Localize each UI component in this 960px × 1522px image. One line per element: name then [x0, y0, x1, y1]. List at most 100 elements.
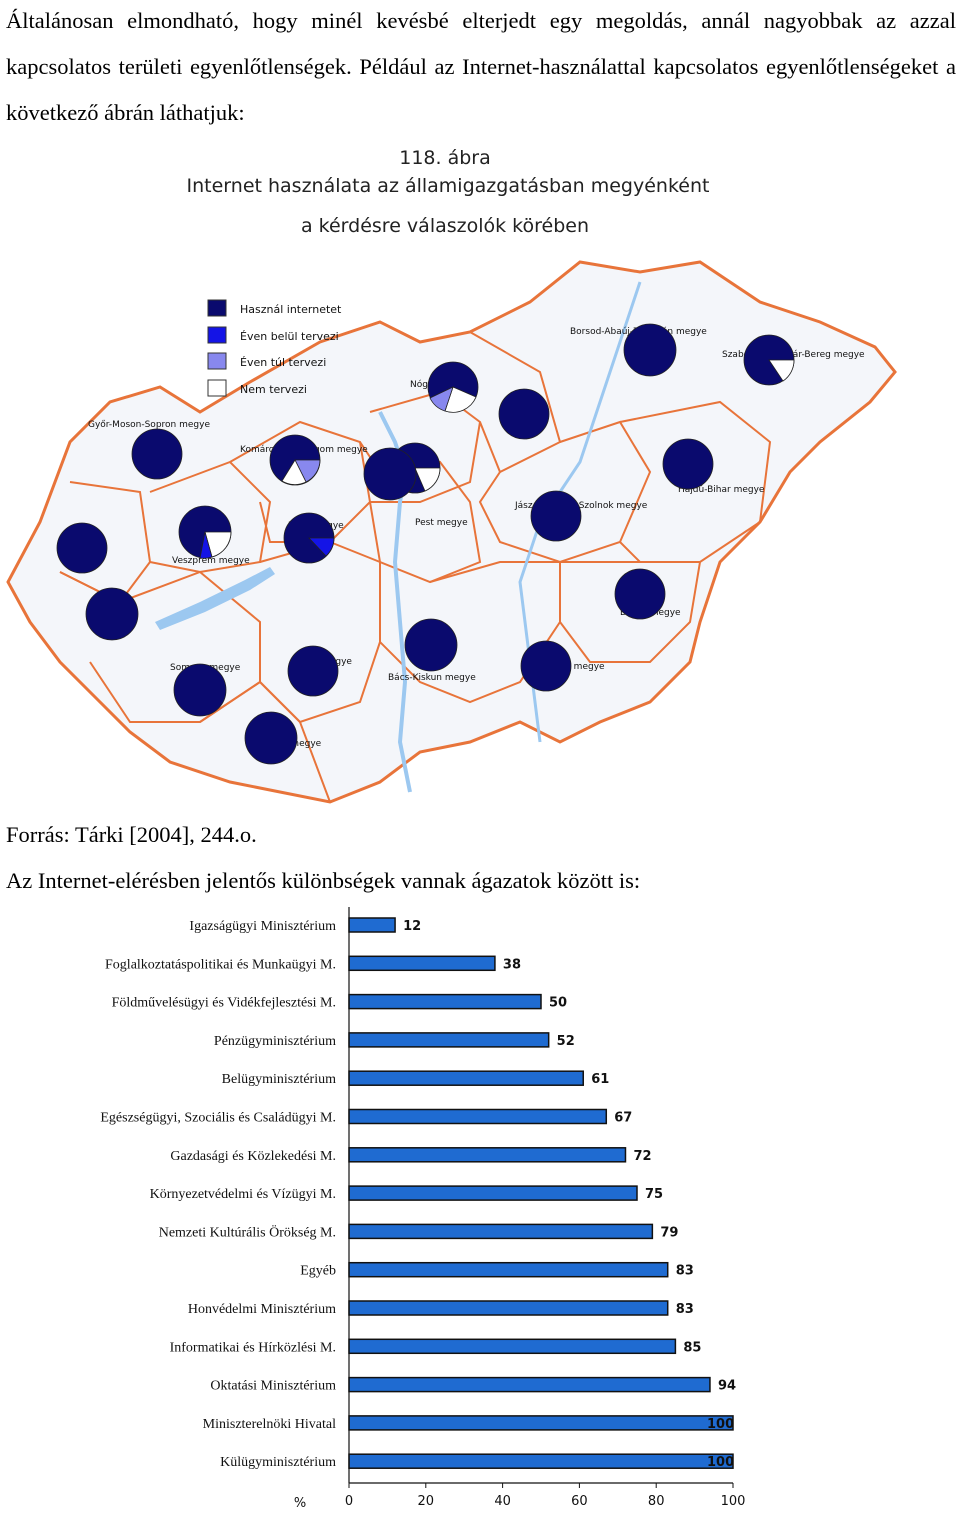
x-tick-label: 0 [345, 1494, 353, 1509]
x-tick-label: 20 [418, 1494, 435, 1509]
x-tick-label: 60 [571, 1494, 588, 1509]
value-label: 100 [707, 1455, 734, 1470]
bar [348, 1300, 669, 1316]
county-pies [56, 323, 795, 765]
pie-tolna [287, 645, 339, 697]
bar [348, 1261, 669, 1278]
x-tick-label: 100 [721, 1494, 746, 1509]
pie-zala [56, 522, 108, 574]
legend-swatch-4 [207, 379, 227, 397]
bar [348, 1108, 608, 1125]
bar [348, 1147, 627, 1163]
value-label: 61 [591, 1072, 609, 1087]
category-label: Igazságügyi Minisztérium [189, 919, 336, 934]
category-label: Pénzügyminisztérium [214, 1034, 336, 1049]
x-axis-label: % [294, 1496, 306, 1511]
county-label-bacs: Bács-Kiskun megye [388, 673, 476, 683]
category-label: Egészségügyi, Szociális és Családügyi M. [100, 1111, 336, 1126]
legend-swatch-3 [207, 352, 227, 370]
pie-veszprem [178, 505, 232, 559]
pie-nograd [427, 361, 479, 413]
pie-budapest [363, 447, 417, 501]
country-outline [6, 260, 897, 804]
legend-label-1: Használ internetet [240, 303, 342, 316]
map-legend: Használ internetet Éven belül tervezi Év… [207, 299, 342, 397]
legend-swatch-2 [207, 326, 227, 344]
bar [348, 1032, 550, 1048]
pie-bacs [404, 618, 458, 672]
category-label: Környezetvédelmi és Vízügyi M. [150, 1187, 336, 1202]
value-label: 100 [707, 1417, 734, 1432]
county-label-gyor: Győr-Moson-Sopron megye [88, 420, 210, 430]
bar [348, 1338, 677, 1355]
value-label: 85 [683, 1340, 701, 1355]
map-title: Internet használata az államigazgatásban… [187, 175, 710, 197]
value-label: 12 [403, 919, 421, 934]
value-label: 94 [718, 1379, 736, 1394]
bar [348, 1070, 584, 1086]
bar [348, 1376, 711, 1393]
map-figure-number: 118. ábra [399, 147, 491, 169]
category-label: Nemzeti Kultúrális Örökség M. [159, 1223, 336, 1240]
category-label: Foglalkoztatáspolitikai és Munkaügyi M. [105, 957, 336, 972]
county-label-pest: Pest megye [415, 518, 468, 528]
pie-bekes [614, 568, 666, 620]
bar [348, 1453, 734, 1469]
value-label: 79 [660, 1225, 678, 1240]
pie-gyor [131, 428, 183, 480]
category-label: Gazdasági és Közlekedési M. [170, 1149, 336, 1164]
value-label: 52 [557, 1034, 575, 1049]
intro-paragraph: Általánosan elmondható, hogy minél kevés… [6, 8, 956, 125]
legend-label-3: Éven túl tervezi [240, 356, 326, 369]
value-label: 72 [633, 1149, 651, 1164]
category-label: Földművelésügyi és Vidékfejlesztési M. [112, 996, 336, 1011]
legend-swatch-1 [207, 299, 227, 317]
value-label: 83 [676, 1302, 694, 1317]
category-label: Egyéb [300, 1264, 336, 1279]
bar [348, 1223, 654, 1240]
value-label: 75 [645, 1187, 663, 1202]
bar [348, 917, 396, 933]
category-label: Miniszterelnöki Hivatal [203, 1417, 336, 1432]
legend-label-4: Nem tervezi [240, 383, 307, 396]
bars-layer: Igazságügyi Minisztérium 12 Foglalkoztatás… [100, 917, 736, 1470]
pie-hajdu [662, 438, 714, 490]
bar [348, 955, 496, 972]
value-label: 50 [549, 996, 567, 1011]
pie-somogy [173, 663, 227, 717]
value-label: 38 [503, 957, 521, 972]
x-axis: 0 20 40 60 80 100 [345, 907, 746, 1509]
map-subtitle: a kérdésre válaszolók körében [301, 215, 589, 237]
value-label: 67 [614, 1111, 632, 1126]
pie-csongrad [520, 640, 572, 692]
x-tick-label: 40 [494, 1494, 511, 1509]
county-label-veszprem: Veszprém megye [172, 555, 250, 566]
x-tick-label: 80 [648, 1494, 665, 1509]
category-label: Belügyminisztérium [222, 1072, 336, 1087]
pie-szabolcs [743, 334, 795, 386]
county-internet-map: 118. ábra Internet használata az államig… [6, 147, 897, 804]
pie-vas [85, 587, 139, 641]
source-line: Forrás: Tárki [2004], 244.o. [6, 822, 257, 847]
pie-heves [498, 388, 550, 440]
value-label: 83 [676, 1264, 694, 1279]
sector-intro-paragraph: Az Internet-elérésben jelentős különbség… [6, 868, 641, 893]
pie-fejer [283, 512, 335, 564]
category-label: Külügyminisztérium [220, 1455, 336, 1470]
pie-baranya [244, 711, 298, 765]
category-label: Informatikai és Hírközlési M. [170, 1340, 336, 1355]
category-label: Oktatási Minisztérium [210, 1379, 336, 1394]
category-label: Honvédelmi Minisztérium [188, 1302, 336, 1317]
county-label-jasz: Jász-Nagykun-Szolnok megye [514, 501, 648, 511]
county-label-hajdu: Hajdú-Bihar megye [678, 485, 765, 495]
lake-balaton [155, 567, 275, 630]
county-label-nograd: Nógrád [410, 379, 443, 390]
ministry-internet-bar-chart: Igazságügyi Minisztérium 12 Foglalkoztatás… [100, 907, 746, 1511]
bar [348, 1415, 734, 1431]
bar [348, 993, 542, 1010]
legend-label-2: Éven belül tervezi [240, 330, 339, 343]
pie-jasz [530, 490, 582, 542]
bar [348, 1185, 638, 1201]
pie-komarom [269, 434, 321, 486]
pie-borsod [623, 323, 677, 377]
